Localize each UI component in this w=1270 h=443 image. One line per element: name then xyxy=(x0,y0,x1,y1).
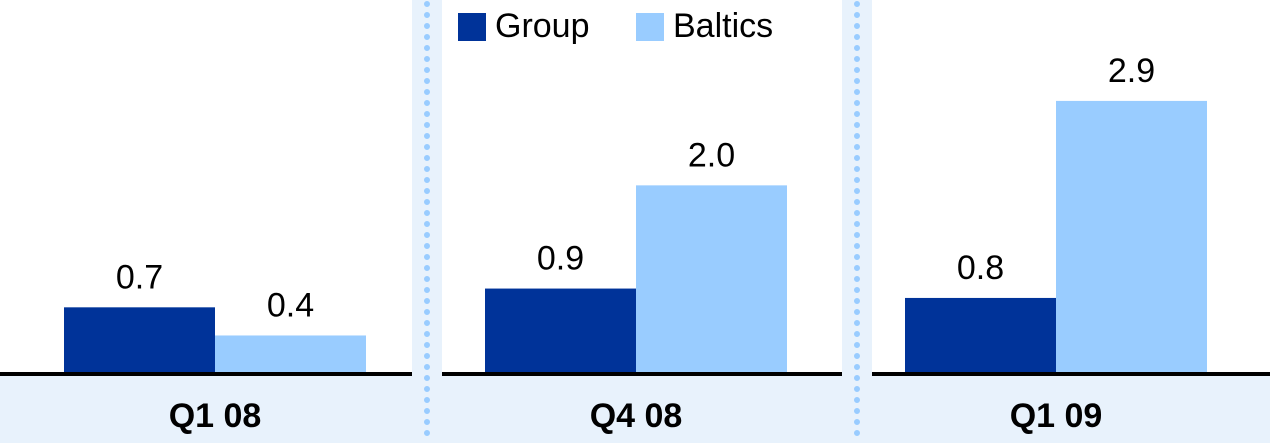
legend-swatch xyxy=(636,13,664,41)
x-tick-label: Q1 08 xyxy=(169,397,262,435)
x-tick-label: Q1 09 xyxy=(1010,397,1103,435)
bar xyxy=(64,307,215,373)
bar xyxy=(1056,100,1207,373)
value-label: 0.7 xyxy=(116,258,163,296)
bar xyxy=(905,297,1056,373)
x-tick-label: Q4 08 xyxy=(590,397,683,435)
bar xyxy=(485,288,636,373)
value-label: 0.8 xyxy=(957,249,1004,287)
legend-label: Group xyxy=(495,7,590,45)
category-band xyxy=(0,376,1270,443)
bar xyxy=(215,335,366,373)
value-label: 0.4 xyxy=(267,286,314,324)
legend-label: Baltics xyxy=(673,7,773,45)
value-label: 0.9 xyxy=(537,240,584,278)
value-label: 2.0 xyxy=(688,136,735,174)
legend-swatch xyxy=(458,13,486,41)
plot: Q1 08 0.7 0.4 Q4 08 0.9 2.0 Q1 09 0.8 2.9 Group Ba… xyxy=(64,7,1207,435)
bar xyxy=(636,185,787,373)
value-label: 2.9 xyxy=(1108,52,1155,90)
